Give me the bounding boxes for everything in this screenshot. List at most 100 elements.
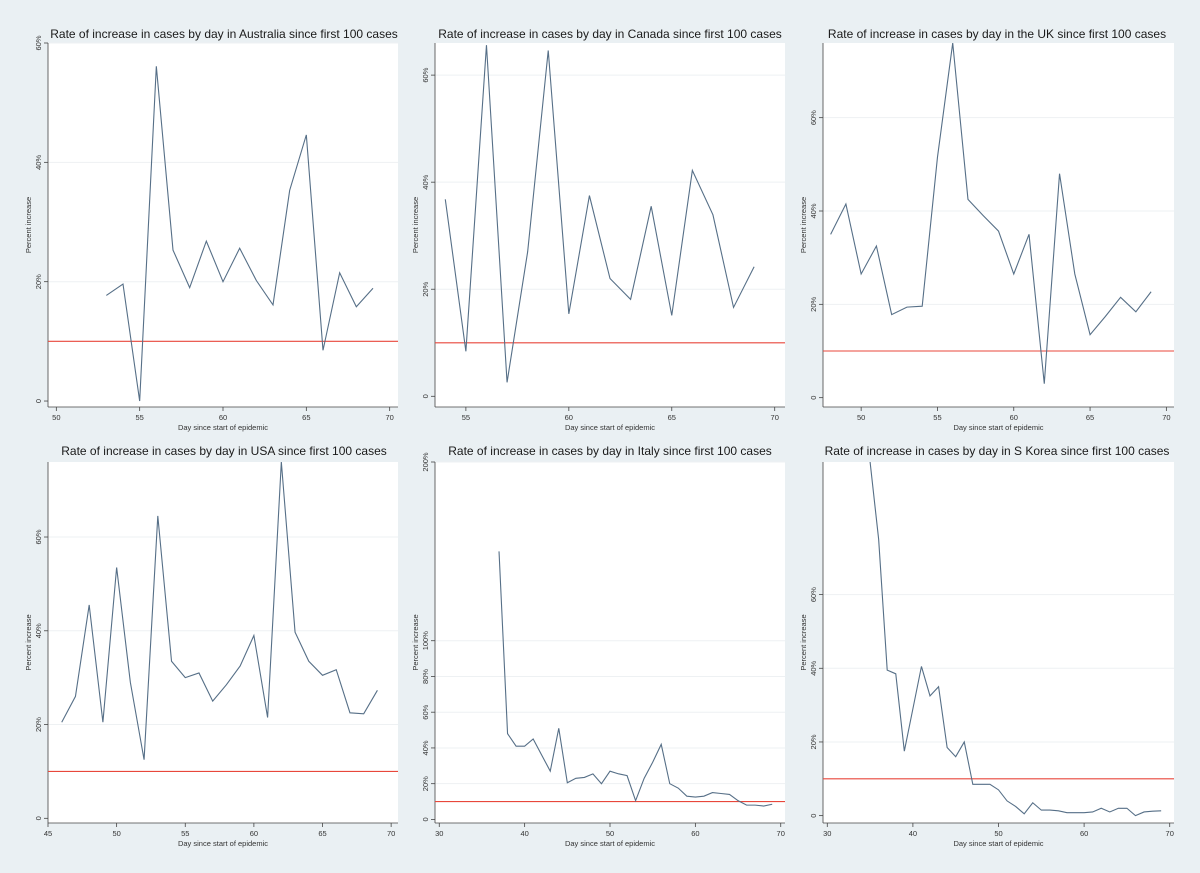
data-point: [322, 349, 324, 351]
data-point: [906, 306, 908, 308]
x-tick-label: 60: [219, 413, 227, 422]
data-point: [1119, 296, 1121, 298]
data-point: [376, 689, 378, 691]
data-point: [946, 746, 948, 748]
chart-panel-5: 0 20% 40% 60% 80% 100% 200% 30 40 50 60 70 Day since…: [411, 444, 785, 848]
data-point: [952, 42, 954, 44]
x-tick-label: 60: [1010, 413, 1018, 422]
data-point: [1117, 807, 1119, 809]
data-point: [74, 695, 76, 697]
data-point: [694, 796, 696, 798]
data-point: [188, 286, 190, 288]
data-point: [600, 782, 602, 784]
data-point: [1089, 333, 1091, 335]
x-tick-label: 55: [135, 413, 143, 422]
data-point: [937, 686, 939, 688]
series-line: [61, 462, 378, 760]
data-point: [157, 515, 159, 517]
data-point: [138, 400, 140, 402]
data-point: [860, 273, 862, 275]
data-point: [1150, 291, 1152, 293]
data-point: [1134, 814, 1136, 816]
data-point: [523, 745, 525, 747]
data-point: [305, 134, 307, 136]
data-point: [172, 249, 174, 251]
data-point: [617, 773, 619, 775]
x-tick-label: 55: [933, 413, 941, 422]
data-point: [890, 313, 892, 315]
x-tick-label: 65: [1086, 413, 1094, 422]
data-point: [372, 287, 374, 289]
data-point: [634, 799, 636, 801]
x-tick-label: 50: [52, 413, 60, 422]
data-point: [1074, 273, 1076, 275]
data-point: [869, 461, 871, 463]
data-point: [61, 721, 63, 723]
plot-area: [823, 462, 1174, 823]
chart-panel-1: 0 20% 40% 60% 50 55 60 65 70 Day since start of e…: [24, 27, 398, 432]
data-point: [1074, 811, 1076, 813]
chart-panel-4: 0 20% 40% 60% 45 50 55 60 65 70 Day since start of…: [24, 444, 398, 848]
data-point: [1028, 233, 1030, 235]
y-axis-label: Percent increase: [411, 197, 420, 253]
data-point: [967, 198, 969, 200]
data-point: [982, 214, 984, 216]
plot-area: [435, 462, 785, 823]
x-tick-label: 40: [909, 829, 917, 838]
data-point: [1049, 809, 1051, 811]
chart-title: Rate of increase in cases by day in S Ko…: [825, 444, 1170, 458]
data-point: [626, 774, 628, 776]
x-tick-label: 60: [1080, 829, 1088, 838]
y-tick-label: 40%: [421, 740, 430, 755]
y-tick-label: 0: [421, 817, 430, 821]
y-tick-label: 0: [34, 399, 43, 403]
y-tick-label: 60%: [34, 35, 43, 50]
x-axis-label: Day since start of epidemic: [953, 839, 1043, 848]
data-point: [222, 280, 224, 282]
data-point: [1043, 382, 1045, 384]
series-line: [444, 45, 755, 383]
data-point: [1151, 810, 1153, 812]
data-point: [954, 755, 956, 757]
data-point: [1104, 315, 1106, 317]
data-point: [349, 712, 351, 714]
data-point: [829, 233, 831, 235]
data-point: [498, 550, 500, 552]
x-tick-label: 65: [302, 413, 310, 422]
data-point: [143, 759, 145, 761]
data-point: [1057, 810, 1059, 812]
data-point: [920, 665, 922, 667]
data-point: [703, 795, 705, 797]
data-point: [929, 695, 931, 697]
data-point: [205, 240, 207, 242]
data-point: [691, 169, 693, 171]
x-tick-label: 60: [565, 413, 573, 422]
data-point: [515, 745, 517, 747]
x-tick-label: 55: [462, 413, 470, 422]
data-point: [737, 799, 739, 801]
data-point: [1091, 811, 1093, 813]
y-tick-label: 20%: [809, 734, 818, 749]
x-tick-label: 50: [857, 413, 865, 422]
x-axis-label: Day since start of epidemic: [178, 839, 268, 848]
data-point: [886, 669, 888, 671]
x-tick-label: 50: [112, 829, 120, 838]
data-point: [335, 668, 337, 670]
data-point: [609, 770, 611, 772]
y-tick-label: 40%: [34, 623, 43, 638]
data-point: [936, 156, 938, 158]
plot-area: [823, 43, 1174, 407]
data-point: [198, 672, 200, 674]
y-tick-label: 60%: [809, 110, 818, 125]
x-tick-label: 70: [771, 413, 779, 422]
data-point: [762, 805, 764, 807]
data-point: [997, 789, 999, 791]
data-point: [669, 782, 671, 784]
y-tick-label: 60%: [421, 704, 430, 719]
data-point: [895, 673, 897, 675]
data-point: [997, 230, 999, 232]
data-point: [253, 634, 255, 636]
series-line: [830, 43, 1152, 384]
data-point: [989, 783, 991, 785]
